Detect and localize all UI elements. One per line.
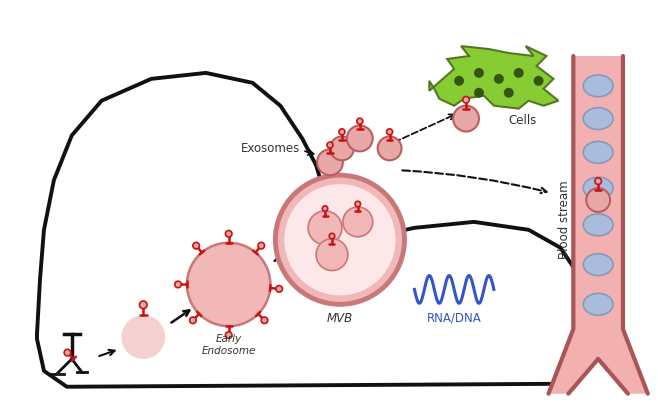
Circle shape [378,136,401,160]
Ellipse shape [583,142,613,163]
Circle shape [317,149,343,175]
Circle shape [226,231,232,237]
Text: Cells: Cells [509,114,537,127]
Circle shape [316,239,348,271]
Ellipse shape [583,293,613,315]
Circle shape [355,201,361,207]
Text: MVB: MVB [327,312,353,325]
Circle shape [122,315,165,359]
Polygon shape [549,56,648,394]
Ellipse shape [583,214,613,236]
Circle shape [329,233,335,239]
Circle shape [284,184,395,295]
Text: RNA/DNA: RNA/DNA [427,311,482,324]
Circle shape [387,129,393,135]
Circle shape [261,317,268,324]
Circle shape [514,68,524,78]
Circle shape [586,188,610,212]
Text: Exosomes: Exosomes [241,142,300,155]
Circle shape [454,76,464,86]
Circle shape [187,243,270,326]
Circle shape [226,332,232,338]
Circle shape [339,129,345,135]
Circle shape [322,206,328,211]
Circle shape [330,136,354,160]
Polygon shape [429,46,559,109]
Circle shape [474,68,484,78]
Circle shape [494,74,504,84]
Circle shape [347,126,372,151]
Circle shape [343,207,372,237]
Ellipse shape [583,75,613,97]
Circle shape [534,76,544,86]
Circle shape [327,142,333,148]
Text: Blood stream: Blood stream [559,181,571,259]
Circle shape [175,281,182,288]
Circle shape [308,211,342,245]
Circle shape [504,88,514,98]
Circle shape [64,349,70,356]
Circle shape [276,286,282,292]
Circle shape [463,96,469,103]
Circle shape [357,118,363,124]
Circle shape [139,301,147,308]
Circle shape [474,88,484,98]
Circle shape [275,175,405,304]
Ellipse shape [583,177,613,199]
Text: Early
Endosome: Early Endosome [201,334,256,356]
Circle shape [595,178,601,184]
Ellipse shape [583,108,613,129]
Circle shape [453,106,479,131]
Ellipse shape [583,254,613,275]
Circle shape [193,242,199,249]
Circle shape [258,242,265,249]
Circle shape [190,317,196,324]
